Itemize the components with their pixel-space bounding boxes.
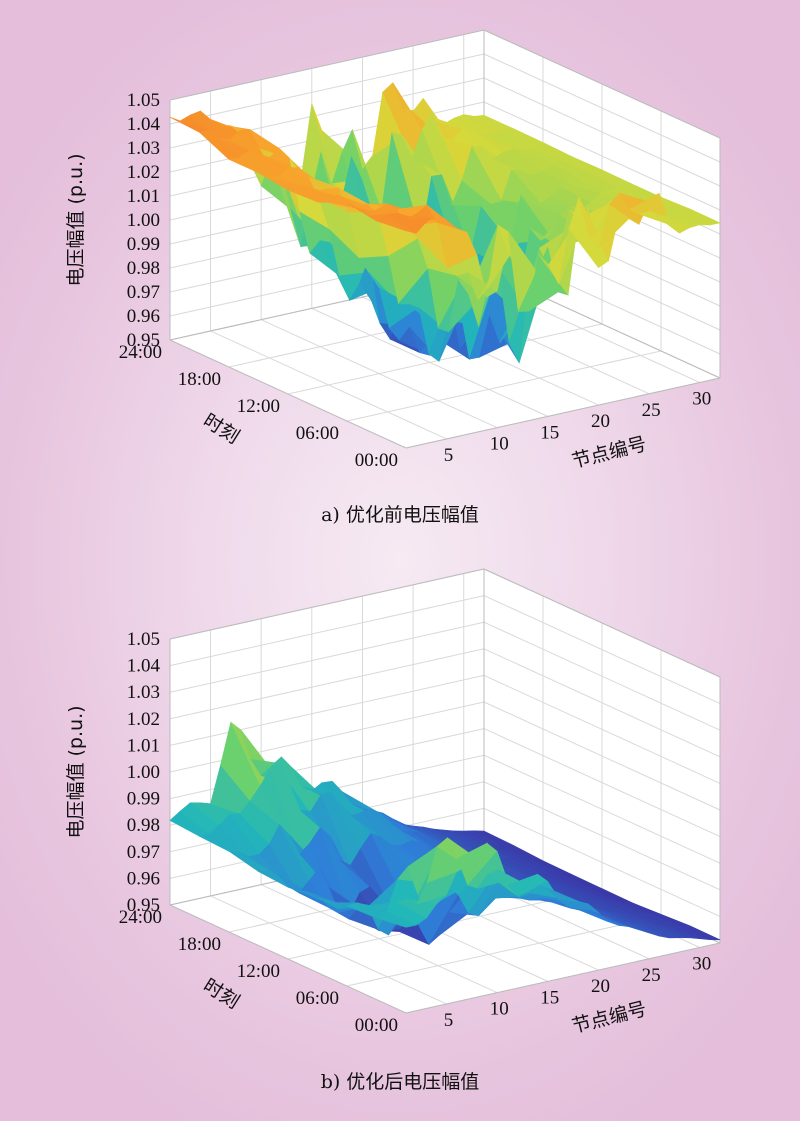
z-tick-label: 1.00 [127, 210, 160, 231]
z-tick-label: 1.05 [127, 90, 160, 111]
y-tick-label: 24:00 [119, 907, 162, 928]
x-axis-label: 节点编号 [570, 998, 649, 1038]
figure-caption: b) 优化后电压幅值 [321, 1071, 480, 1093]
x-tick-label: 15 [540, 987, 559, 1008]
z-tick-label: 0.95 [127, 895, 160, 916]
y-tick-label: 18:00 [178, 934, 221, 955]
y-tick-label: 06:00 [296, 988, 339, 1009]
x-tick-label: 20 [591, 411, 610, 432]
z-tick-label: 0.99 [127, 789, 160, 810]
z-tick-label: 0.96 [127, 306, 160, 327]
tick-labels: 0.95 0.96 0.97 0.98 0.99 1.00 1.01 1.02 1.03 1.04… [119, 90, 711, 471]
y-tick-label: 12:00 [237, 396, 280, 417]
x-tick-label: 5 [444, 1010, 454, 1031]
z-tick-label: 1.05 [127, 629, 160, 650]
z-tick-label: 1.03 [127, 682, 160, 703]
z-tick-label: 1.02 [127, 162, 160, 183]
z-tick-label: 0.99 [127, 234, 160, 255]
y-tick-label: 00:00 [355, 450, 398, 471]
surface-patch [680, 925, 721, 941]
y-tick-label: 00:00 [355, 1015, 398, 1036]
x-tick-label: 10 [490, 999, 509, 1020]
z-tick-label: 0.98 [127, 258, 160, 279]
x-tick-label: 30 [692, 389, 711, 410]
x-tick-label: 10 [490, 434, 509, 455]
z-tick-label: 0.97 [127, 842, 160, 863]
x-tick-label: 30 [692, 954, 711, 975]
x-tick-label: 15 [540, 422, 559, 443]
x-tick-label: 5 [444, 445, 454, 466]
x-tick-label: 20 [591, 976, 610, 997]
z-tick-label: 0.98 [127, 815, 160, 836]
y-tick-label: 24:00 [119, 342, 162, 363]
z-tick-label: 1.00 [127, 762, 160, 783]
surface-patch [679, 208, 721, 226]
voltage-surface [169, 721, 721, 946]
x-tick-label: 25 [642, 965, 661, 986]
y-tick-label: 18:00 [178, 369, 221, 390]
voltage-surface [169, 82, 721, 364]
x-tick-label: 25 [642, 400, 661, 421]
chart-panel-a: 0.95 0.96 0.97 0.98 0.99 1.00 1.01 1.02 1.03 1.04… [65, 29, 721, 526]
z-tick-label: 0.96 [127, 868, 160, 889]
z-tick-label: 1.01 [127, 186, 160, 207]
z-tick-label: 1.02 [127, 709, 160, 730]
z-axis-label: 电压幅值 (p.u.) [65, 153, 87, 286]
z-tick-label: 1.01 [127, 735, 160, 756]
x-axis-label: 节点编号 [570, 433, 649, 473]
z-tick-label: 1.04 [127, 656, 161, 677]
y-tick-label: 06:00 [296, 423, 339, 444]
figure-caption: a) 优化前电压幅值 [321, 504, 479, 526]
z-tick-label: 0.97 [127, 282, 160, 303]
chart-panel-b: 0.95 0.96 0.97 0.98 0.99 1.00 1.01 1.02 1.03 1.04… [65, 568, 721, 1093]
z-axis-label: 电压幅值 (p.u.) [65, 705, 87, 838]
z-tick-label: 1.03 [127, 138, 160, 159]
z-tick-label: 0.95 [127, 330, 160, 351]
tick-labels: 0.95 0.96 0.97 0.98 0.99 1.00 1.01 1.02 1.03 1.04… [119, 629, 711, 1036]
y-tick-label: 12:00 [237, 961, 280, 982]
z-tick-label: 1.04 [127, 114, 161, 135]
